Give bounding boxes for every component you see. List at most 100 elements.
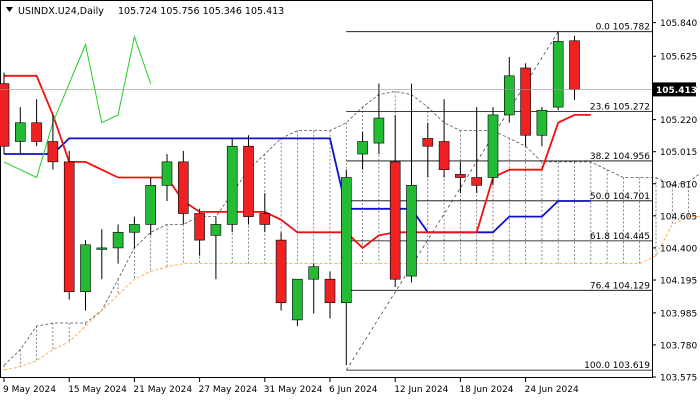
candle bbox=[503, 57, 515, 123]
candle-body bbox=[292, 278, 303, 321]
ohlc-values: 105.724 105.756 105.346 105.413 bbox=[118, 6, 284, 17]
y-tick-label: 105.625 bbox=[660, 53, 697, 63]
candlestick-series bbox=[0, 31, 580, 366]
candle bbox=[471, 107, 483, 194]
candle-body bbox=[308, 266, 320, 280]
candle bbox=[31, 99, 42, 147]
fibonacci-retracement: 0.0 105.782 23.6 105.272 38.2 104.956 50.0 … bbox=[346, 23, 652, 371]
candle-body bbox=[80, 244, 91, 293]
candle bbox=[487, 107, 499, 186]
price-tag-background bbox=[652, 82, 696, 97]
price-tag-label: 105.413 bbox=[656, 86, 697, 96]
candle bbox=[243, 135, 254, 225]
candle-body bbox=[0, 83, 10, 147]
fib-level-label: 100.0 103.619 bbox=[584, 361, 650, 371]
candle-body bbox=[15, 122, 26, 142]
candle-body bbox=[406, 185, 417, 277]
candle bbox=[226, 138, 238, 233]
candle bbox=[259, 193, 271, 233]
candle bbox=[178, 150, 189, 225]
candle-body bbox=[373, 117, 385, 144]
chart-header: USINDX.U24,Daily 105.724 105.756 105.346… bbox=[6, 6, 284, 17]
candle-body bbox=[210, 224, 222, 236]
fib-level-label: 38.2 104.956 bbox=[590, 152, 650, 162]
candle-body bbox=[487, 114, 499, 178]
candle bbox=[292, 278, 303, 327]
candle-body bbox=[552, 41, 564, 108]
candle-body bbox=[389, 161, 401, 280]
candle bbox=[520, 63, 531, 147]
y-axis: 105.840105.625105.435105.220105.015104.8… bbox=[652, 19, 697, 384]
candle bbox=[129, 216, 140, 248]
candle bbox=[438, 99, 450, 178]
y-tick-label: 104.195 bbox=[660, 276, 697, 286]
candle bbox=[552, 31, 564, 111]
candle-body bbox=[340, 177, 352, 303]
candle-body bbox=[471, 177, 483, 186]
candle bbox=[210, 216, 222, 280]
fib-level-label: 76.4 104.129 bbox=[590, 281, 650, 291]
candle-body bbox=[536, 109, 548, 136]
candle-body bbox=[47, 141, 59, 163]
y-tick-label: 105.220 bbox=[660, 116, 697, 126]
candle bbox=[275, 232, 287, 311]
candle bbox=[194, 208, 205, 256]
x-tick-label: 6 Jun 2024 bbox=[329, 385, 378, 395]
candle-body bbox=[275, 239, 287, 303]
candle-body bbox=[129, 224, 140, 233]
candle-body bbox=[243, 145, 254, 217]
candle bbox=[340, 169, 352, 366]
candle-body bbox=[226, 145, 238, 225]
x-tick-label: 15 May 2024 bbox=[68, 385, 127, 395]
candle bbox=[145, 177, 156, 236]
fib-level-label: 61.8 104.445 bbox=[590, 232, 650, 242]
x-tick-label: 12 Jun 2024 bbox=[394, 385, 448, 395]
candle bbox=[308, 263, 320, 314]
candle bbox=[455, 161, 466, 194]
chikou-span-line bbox=[3, 34, 152, 179]
candle-body bbox=[455, 174, 466, 178]
x-tick-label: 18 Jun 2024 bbox=[459, 385, 513, 395]
candle bbox=[0, 72, 10, 155]
candle bbox=[80, 240, 91, 311]
candle-body bbox=[259, 213, 271, 225]
candle-body bbox=[357, 141, 368, 155]
candle-body bbox=[503, 75, 515, 116]
plot-area-border bbox=[0, 0, 653, 378]
candle-body bbox=[145, 185, 156, 225]
fib-level-label: 0.0 105.782 bbox=[596, 23, 650, 33]
fib-level-label: 50.0 104.701 bbox=[590, 192, 650, 202]
candle bbox=[47, 114, 59, 170]
candle-body bbox=[520, 67, 531, 136]
candle bbox=[112, 224, 124, 264]
x-tick-label: 9 May 2024 bbox=[3, 385, 56, 395]
candle-body bbox=[422, 138, 434, 147]
y-tick-label: 105.015 bbox=[660, 148, 697, 158]
candle-body bbox=[96, 247, 108, 250]
candle bbox=[422, 122, 434, 178]
candle-body bbox=[112, 231, 124, 249]
candle bbox=[373, 83, 385, 155]
candle bbox=[63, 150, 75, 300]
candle-body bbox=[63, 161, 75, 293]
x-axis: 9 May 2024 15 May 2024 21 May 2024 27 May 2… bbox=[3, 378, 579, 395]
x-tick-label: 21 May 2024 bbox=[133, 385, 192, 395]
y-tick-label: 103.985 bbox=[660, 309, 697, 319]
candle bbox=[536, 107, 548, 147]
candle-body bbox=[569, 40, 580, 90]
candle bbox=[357, 132, 368, 170]
candle-body bbox=[324, 278, 336, 303]
candle-body bbox=[178, 161, 189, 214]
x-tick-label: 24 Jun 2024 bbox=[525, 385, 579, 395]
candle bbox=[15, 107, 26, 155]
y-tick-label: 104.400 bbox=[660, 244, 697, 254]
y-tick-label: 103.575 bbox=[660, 374, 697, 384]
x-tick-label: 31 May 2024 bbox=[264, 385, 323, 395]
candle-body bbox=[194, 213, 205, 241]
y-tick-label: 105.840 bbox=[660, 19, 697, 29]
candle-body bbox=[31, 122, 42, 142]
kijun-sen-line bbox=[4, 137, 591, 234]
candle bbox=[406, 83, 417, 283]
dropdown-arrow-icon[interactable] bbox=[6, 7, 13, 12]
